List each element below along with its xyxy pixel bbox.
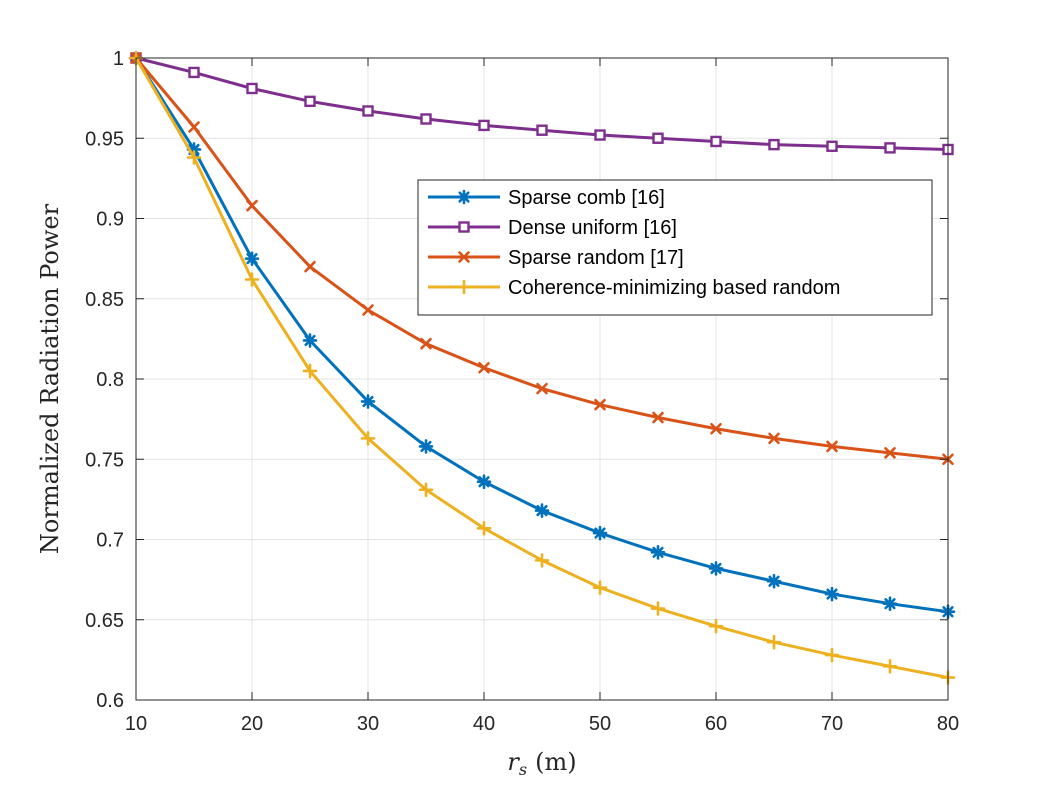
data-point [420, 113, 432, 125]
y-tick-label: 0.85 [85, 289, 124, 311]
data-point [534, 553, 550, 568]
legend-entry: Sparse random [17] [428, 247, 684, 269]
legend-box [417, 179, 933, 316]
data-point [304, 260, 316, 273]
data-point [826, 440, 838, 453]
y-tick-label: 0.95 [85, 128, 124, 150]
data-point [360, 431, 376, 446]
data-point [534, 503, 550, 518]
x-tick-label: 50 [589, 713, 611, 735]
data-point [884, 447, 896, 459]
data-point [710, 135, 722, 148]
data-point [244, 251, 260, 266]
data-point [766, 573, 782, 589]
data-point [592, 580, 608, 595]
data-point [302, 333, 318, 348]
legend-label: Sparse comb [16] [508, 187, 665, 209]
data-point [362, 304, 374, 316]
data-point [768, 138, 780, 151]
x-tick-label: 60 [705, 713, 727, 735]
data-point [824, 586, 840, 602]
x-axis-unit: (m) [535, 748, 576, 776]
x-tick-label: 80 [937, 713, 959, 735]
data-point [884, 142, 896, 154]
legend-entry: Dense uniform [16] [428, 217, 677, 239]
data-point [826, 140, 838, 152]
data-point [478, 119, 490, 132]
legend: Sparse comb [16] Dense uniform [16] Sparse… [417, 179, 933, 316]
data-point [650, 545, 666, 560]
data-point [650, 601, 666, 616]
x-tick-label: 40 [473, 713, 495, 735]
y-tick-labels: 0.6 0.65 0.7 0.75 0.8 0.85 0.9 0.95 1 [85, 48, 124, 712]
series-layer [128, 50, 956, 685]
data-point [882, 658, 898, 674]
data-point [186, 150, 202, 165]
data-point [708, 561, 724, 576]
data-point [824, 647, 840, 663]
legend-marker [456, 189, 472, 205]
data-point [188, 121, 200, 133]
data-point [768, 432, 780, 445]
data-point [536, 382, 548, 395]
legend-label: Sparse random [17] [508, 247, 684, 269]
data-point [592, 525, 608, 541]
legend-label: Dense uniform [16] [508, 217, 677, 239]
legend-entries: Sparse comb [16] Dense uniform [16] Sparse… [428, 187, 840, 299]
legend-marker [458, 251, 470, 263]
x-tick-label: 70 [821, 713, 843, 735]
data-point [710, 422, 722, 435]
data-point [594, 398, 606, 411]
data-point [418, 439, 434, 454]
series-3 [130, 52, 954, 466]
x-axis-variable: r [507, 748, 520, 776]
tick-marks [135, 57, 949, 701]
data-point [360, 394, 376, 409]
x-axis-subscript: s [519, 760, 527, 779]
data-point [536, 124, 548, 136]
y-tick-label: 0.6 [96, 690, 124, 712]
x-tick-label: 20 [241, 713, 263, 735]
data-point [708, 618, 724, 634]
data-point [246, 82, 258, 95]
y-tick-label: 1 [113, 48, 124, 70]
data-point [476, 520, 492, 536]
x-tick-label: 10 [125, 713, 147, 735]
legend-entry: Coherence-minimizing based random [428, 277, 840, 299]
y-tick-label: 0.65 [85, 610, 124, 632]
data-point [244, 272, 260, 287]
legend-marker [458, 221, 470, 233]
data-point [304, 95, 316, 108]
data-point [766, 634, 782, 650]
data-point [362, 105, 374, 117]
y-axis-label: Normalized Radiation Power [36, 203, 64, 554]
data-point [188, 66, 200, 79]
x-tick-label: 30 [357, 713, 379, 735]
data-point [652, 411, 664, 424]
y-tick-label: 0.9 [96, 209, 124, 231]
data-point [652, 132, 664, 144]
y-tick-label: 0.7 [96, 530, 124, 552]
y-tick-label: 0.75 [85, 449, 124, 471]
x-axis-label: rs (m) [507, 748, 576, 779]
data-point [302, 363, 318, 379]
data-point [186, 142, 202, 157]
y-tick-label: 0.8 [96, 369, 124, 391]
data-point [882, 596, 898, 611]
x-tick-labels: 10 20 30 40 50 60 70 80 [125, 713, 959, 735]
data-point [418, 482, 434, 498]
data-point [478, 361, 490, 374]
legend-marker [456, 279, 472, 295]
data-point [420, 337, 432, 350]
data-point [594, 129, 606, 141]
data-point [246, 199, 258, 212]
legend-label: Coherence-minimizing based random [508, 277, 840, 299]
legend-entry: Sparse comb [16] [428, 187, 665, 209]
data-point [476, 474, 492, 490]
